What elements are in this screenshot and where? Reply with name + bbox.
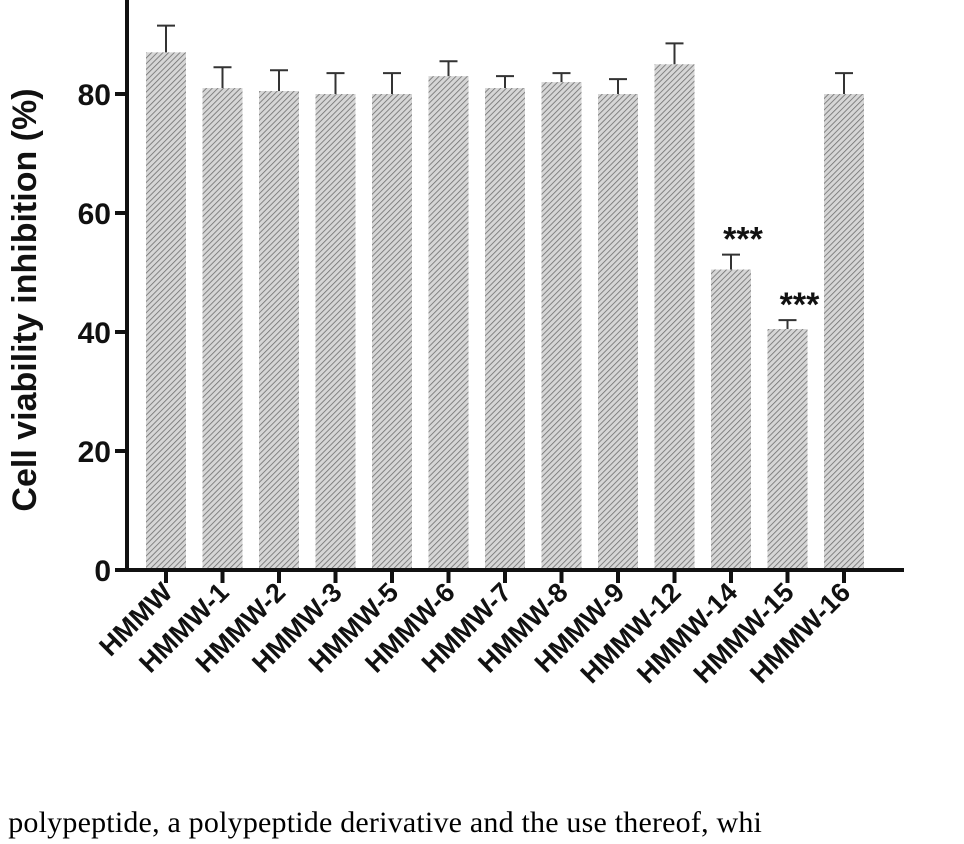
y-tick-label: 0 (94, 555, 111, 588)
bar-hmmw-12 (654, 64, 695, 570)
bar-hmmw-14 (711, 269, 751, 570)
bar-hmmw-6 (428, 76, 469, 571)
significance-marker: *** (780, 286, 820, 324)
bar-hmmw-16 (824, 94, 864, 570)
bar-hmmw-7 (485, 88, 525, 571)
y-tick-label: 40 (78, 317, 111, 350)
bar-hmmw (146, 52, 186, 571)
y-tick-label: 60 (78, 198, 111, 231)
bar-hmmw-3 (315, 94, 356, 570)
y-axis-label: Cell viability inhibition (%) (6, 88, 44, 511)
y-tick-label: 80 (78, 79, 111, 112)
bar-chart: Cell viability inhibition (%) *** *** 0 20… (6, 0, 904, 689)
bar-hmmw-9 (598, 94, 638, 570)
y-tick-label: 20 (78, 436, 111, 469)
significance-marker: *** (723, 221, 763, 259)
bar-hmmw-8 (541, 82, 582, 570)
caption-text: l polypeptide, a polypeptide derivative … (0, 806, 763, 839)
bars-layer: *** *** (146, 24, 864, 571)
bar-hmmw-1 (202, 88, 243, 571)
bar-hmmw-15 (767, 329, 808, 570)
bar-hmmw-2 (259, 91, 299, 571)
bar-hmmw-5 (372, 94, 412, 570)
